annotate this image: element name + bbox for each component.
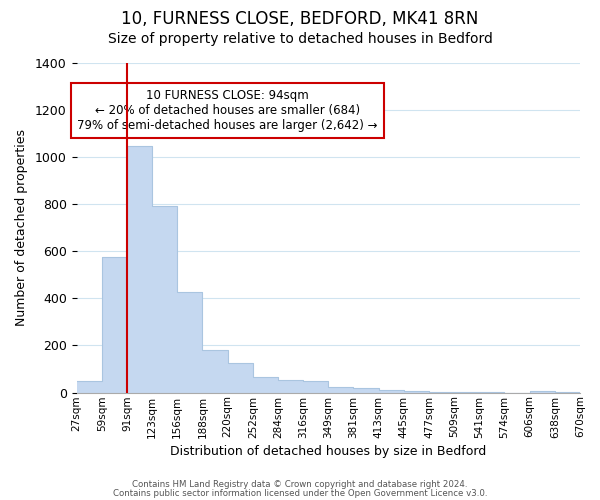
Text: 10, FURNESS CLOSE, BEDFORD, MK41 8RN: 10, FURNESS CLOSE, BEDFORD, MK41 8RN bbox=[121, 10, 479, 28]
Text: Contains HM Land Registry data © Crown copyright and database right 2024.: Contains HM Land Registry data © Crown c… bbox=[132, 480, 468, 489]
Y-axis label: Number of detached properties: Number of detached properties bbox=[15, 129, 28, 326]
X-axis label: Distribution of detached houses by size in Bedford: Distribution of detached houses by size … bbox=[170, 444, 487, 458]
Text: Size of property relative to detached houses in Bedford: Size of property relative to detached ho… bbox=[107, 32, 493, 46]
Text: Contains public sector information licensed under the Open Government Licence v3: Contains public sector information licen… bbox=[113, 490, 487, 498]
Text: 10 FURNESS CLOSE: 94sqm
← 20% of detached houses are smaller (684)
79% of semi-d: 10 FURNESS CLOSE: 94sqm ← 20% of detache… bbox=[77, 89, 378, 132]
